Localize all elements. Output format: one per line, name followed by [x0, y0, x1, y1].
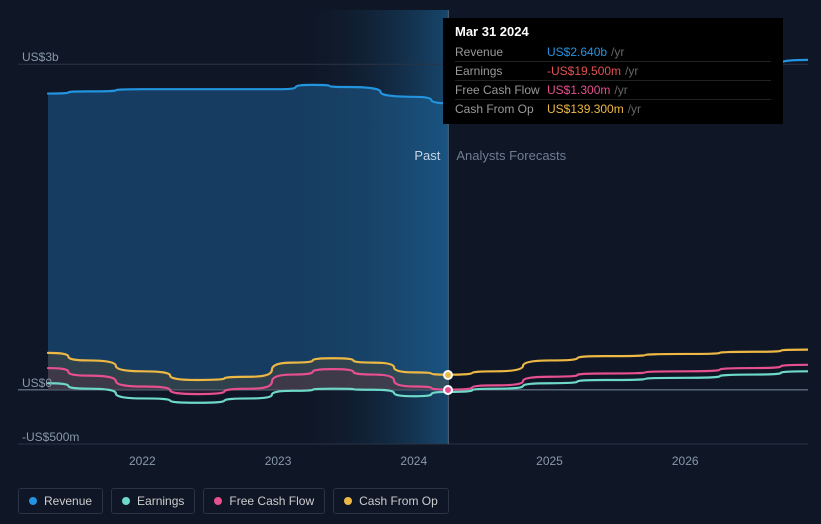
zone-label: Past [414, 148, 440, 163]
tooltip-row: Cash From OpUS$139.300m/yr [455, 100, 771, 118]
chart-container: US$3b US$0 -US$500m 2022 2023 2024 2025 2026 P… [18, 10, 808, 470]
x-axis-label: 2022 [129, 454, 156, 468]
tooltip-metric-label: Revenue [455, 45, 547, 59]
tooltip-metric-suffix: /yr [628, 102, 641, 116]
tooltip-metric-suffix: /yr [625, 64, 638, 78]
chart-tooltip: Mar 31 2024 RevenueUS$2.640b/yrEarnings-… [443, 18, 783, 124]
legend-dot [344, 497, 352, 505]
y-axis-label: -US$500m [22, 430, 79, 444]
tooltip-metric-value: US$2.640b [547, 45, 607, 59]
legend-item-earnings[interactable]: Earnings [111, 488, 195, 514]
tooltip-metric-suffix: /yr [611, 45, 624, 59]
x-axis-label: 2025 [536, 454, 563, 468]
y-axis-label: US$3b [22, 50, 59, 64]
x-axis-label: 2026 [672, 454, 699, 468]
legend-dot [122, 497, 130, 505]
legend-label: Cash From Op [359, 494, 438, 508]
y-axis-label: US$0 [22, 376, 52, 390]
chart-marker [443, 370, 453, 380]
chart-legend: Revenue Earnings Free Cash Flow Cash From O… [18, 488, 449, 514]
tooltip-metric-label: Cash From Op [455, 102, 547, 116]
x-axis-label: 2024 [400, 454, 427, 468]
tooltip-row: RevenueUS$2.640b/yr [455, 43, 771, 62]
zone-label: Analysts Forecasts [456, 148, 566, 163]
tooltip-metric-label: Earnings [455, 64, 547, 78]
legend-dot [214, 497, 222, 505]
legend-item-cash_from_op[interactable]: Cash From Op [333, 488, 449, 514]
x-axis-label: 2023 [265, 454, 292, 468]
tooltip-metric-suffix: /yr [614, 83, 627, 97]
legend-item-revenue[interactable]: Revenue [18, 488, 103, 514]
tooltip-metric-value: -US$19.500m [547, 64, 621, 78]
tooltip-metric-label: Free Cash Flow [455, 83, 547, 97]
tooltip-row: Earnings-US$19.500m/yr [455, 62, 771, 81]
legend-label: Free Cash Flow [229, 494, 314, 508]
legend-item-free_cash_flow[interactable]: Free Cash Flow [203, 488, 325, 514]
legend-dot [29, 497, 37, 505]
tooltip-row: Free Cash FlowUS$1.300m/yr [455, 81, 771, 100]
chart-marker [443, 385, 453, 395]
legend-label: Revenue [44, 494, 92, 508]
tooltip-metric-value: US$1.300m [547, 83, 610, 97]
tooltip-date: Mar 31 2024 [455, 24, 771, 39]
tooltip-metric-value: US$139.300m [547, 102, 624, 116]
legend-label: Earnings [137, 494, 184, 508]
